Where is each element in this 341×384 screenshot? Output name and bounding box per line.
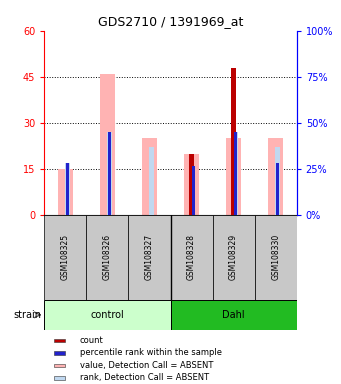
Bar (170, 215, 212, 300)
Bar (190, 154, 194, 215)
Text: Dahl: Dahl (222, 310, 245, 320)
Bar (149, 147, 154, 215)
Bar (100, 74, 115, 215)
Text: control: control (91, 310, 124, 320)
Text: GSM108325: GSM108325 (61, 234, 70, 280)
Bar (107, 132, 112, 215)
Bar (192, 166, 195, 215)
Text: strain: strain (13, 310, 41, 320)
Text: percentile rank within the sample: percentile rank within the sample (80, 348, 222, 357)
Bar (44, 215, 86, 300)
Text: rank, Detection Call = ABSENT: rank, Detection Call = ABSENT (80, 373, 209, 382)
Title: GDS2710 / 1391969_at: GDS2710 / 1391969_at (98, 15, 243, 28)
Bar (142, 138, 157, 215)
Text: GSM108326: GSM108326 (103, 234, 112, 280)
Bar (55, 364, 65, 367)
Bar (44, 300, 170, 330)
Text: value, Detection Call = ABSENT: value, Detection Call = ABSENT (80, 361, 213, 370)
Bar (268, 138, 283, 215)
Bar (233, 132, 238, 215)
Text: GSM108330: GSM108330 (271, 234, 280, 280)
Bar (212, 215, 255, 300)
Bar (66, 163, 69, 215)
Bar (276, 163, 279, 215)
Bar (55, 351, 65, 354)
Bar (55, 376, 65, 379)
Bar (226, 138, 241, 215)
Bar (58, 169, 73, 215)
Text: GSM108328: GSM108328 (187, 234, 196, 280)
Bar (108, 132, 111, 215)
Bar (65, 163, 70, 215)
Bar (55, 339, 65, 342)
Text: GSM108327: GSM108327 (145, 234, 154, 280)
Bar (234, 132, 237, 215)
Bar (232, 68, 236, 215)
Bar (255, 215, 297, 300)
Text: count: count (80, 336, 103, 345)
Bar (275, 147, 280, 215)
Bar (170, 300, 297, 330)
Bar (129, 215, 170, 300)
Text: GSM108329: GSM108329 (229, 234, 238, 280)
Bar (184, 154, 199, 215)
Bar (86, 215, 129, 300)
